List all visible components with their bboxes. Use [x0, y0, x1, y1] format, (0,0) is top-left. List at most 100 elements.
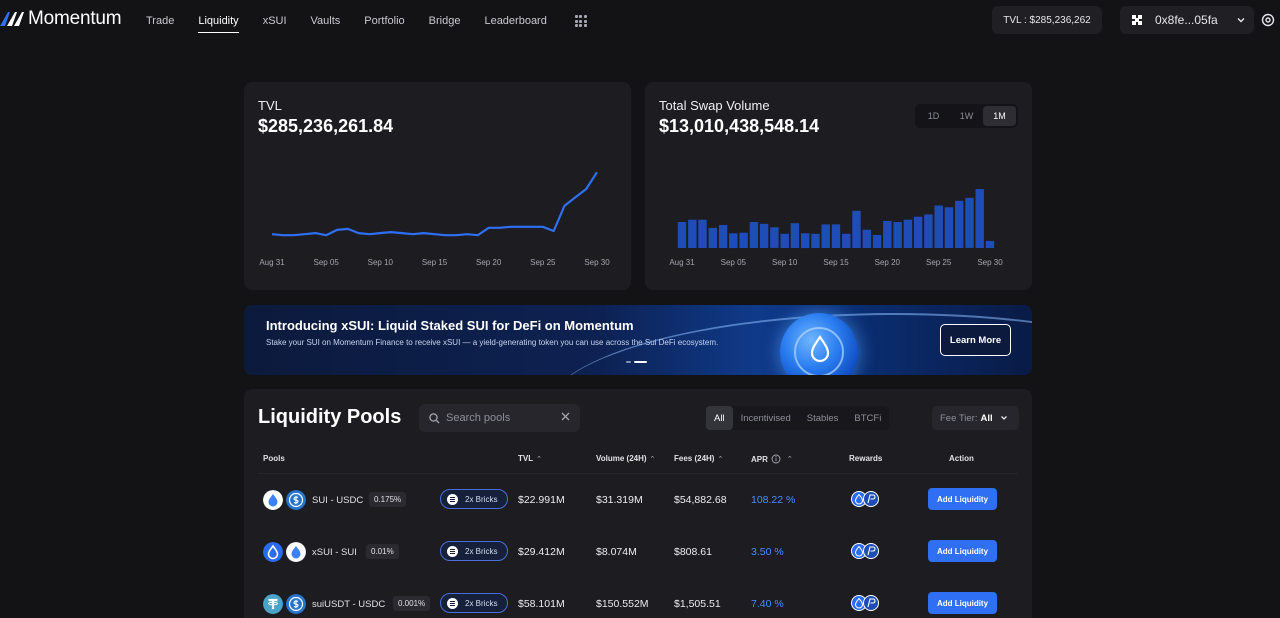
table-row: xSUI - SUI 0.01% 2x Bricks $29.412M $8.074M $…	[244, 526, 1032, 576]
x-tick-label: Sep 30	[584, 258, 610, 267]
volume-bar	[729, 233, 738, 249]
volume-bar	[708, 227, 717, 248]
volume-bar	[862, 229, 871, 248]
volume-bar	[677, 222, 687, 248]
filter-tab-all[interactable]: All	[706, 406, 733, 430]
volume-bar	[852, 210, 861, 248]
bricks-label: 2x Bricks	[465, 494, 498, 504]
volume-bar	[718, 225, 728, 248]
volume-bar	[975, 189, 984, 248]
search-input[interactable]	[446, 412, 556, 424]
filter-tab-stables[interactable]: Stables	[806, 412, 839, 424]
pool-name[interactable]: xSUI - SUI	[312, 547, 357, 558]
pool-name[interactable]: SUI - USDC	[312, 495, 364, 506]
volume-bar	[985, 240, 995, 248]
volume-bar	[903, 219, 913, 248]
sui-drop-icon	[810, 335, 830, 363]
col-tvl[interactable]: TVL ⌃	[518, 454, 542, 463]
tvl-line-chart	[271, 171, 598, 237]
x-tick-label: Sep 15	[421, 258, 448, 267]
usdt-token-icon	[263, 594, 283, 614]
sort-icon: ⌃	[649, 455, 656, 463]
nav-link-trade[interactable]: Trade	[146, 15, 175, 27]
tvl-card-title: TVL	[258, 98, 282, 113]
fee-badge: 0.175%	[369, 492, 407, 507]
bricks-icon	[447, 597, 458, 609]
col-pools: Pools	[263, 454, 285, 463]
volume-bar	[780, 233, 789, 248]
nav-link-portfolio[interactable]: Portfolio	[364, 15, 405, 27]
carousel-dot[interactable]	[626, 361, 631, 363]
volume-bar	[944, 207, 954, 248]
fee-badge: 0.001%	[393, 596, 431, 611]
usdc-token-icon	[286, 594, 306, 614]
x-tick-label: Sep 05	[313, 258, 339, 267]
cell-apr: 7.40 %	[751, 598, 784, 610]
info-icon[interactable]	[771, 454, 781, 464]
sort-icon: ⌃	[717, 455, 724, 463]
volume-bar	[842, 233, 851, 248]
logo[interactable]: Momentum	[0, 8, 122, 30]
range-1m[interactable]: 1M	[983, 106, 1016, 126]
settings-icon[interactable]	[1261, 13, 1275, 27]
rewards-icon	[851, 543, 879, 559]
add-liquidity-button[interactable]: Add Liquidity	[928, 488, 997, 510]
banner-subtitle: Stake your SUI on Momentum Finance to re…	[266, 338, 719, 347]
carousel-dot-active[interactable]	[634, 361, 647, 363]
volume-bar	[831, 224, 841, 248]
cell-tvl: $58.101M	[518, 598, 565, 610]
nav-links: Trade Liquidity xSUI Vaults Portfolio Bridge L…	[146, 0, 587, 42]
swap-card-value: $13,010,438,548.14	[659, 116, 820, 136]
fee-badge: 0.01%	[366, 544, 399, 559]
tvl-card: TVL $285,236,261.84 Aug 31 Sep 05 Sep 10 Se…	[244, 82, 631, 290]
wallet-button[interactable]: 0x8fe...05fa	[1120, 6, 1254, 34]
cell-fees: $54,882.68	[674, 494, 727, 506]
wallet-icon	[1132, 15, 1142, 25]
fee-tier-dropdown[interactable]: Fee Tier: All	[932, 406, 1019, 430]
apps-grid-icon[interactable]	[574, 15, 587, 27]
tvl-series-line	[271, 171, 598, 237]
chevron-down-icon	[1000, 416, 1007, 420]
col-apr[interactable]: APR ⌃	[751, 454, 793, 464]
cell-fees: $808.61	[674, 546, 712, 558]
nav-link-leaderboard[interactable]: Leaderboard	[484, 15, 547, 27]
col-volume[interactable]: Volume (24H) ⌃	[596, 454, 656, 463]
nav-link-xsui[interactable]: xSUI	[262, 15, 287, 27]
x-tick-label: Sep 20	[475, 258, 502, 267]
nav-link-vaults[interactable]: Vaults	[310, 15, 341, 27]
x-tick-label: Sep 15	[823, 258, 849, 267]
close-icon[interactable]	[561, 412, 570, 421]
top-nav: Momentum Trade Liquidity xSUI Vaults Portfol…	[0, 0, 1280, 42]
nav-link-liquidity[interactable]: Liquidity	[198, 11, 240, 33]
sui-token-icon	[263, 490, 283, 510]
pools-title: Liquidity Pools	[258, 406, 402, 428]
x-tick-label: Sep 25	[925, 258, 952, 267]
volume-bar	[698, 219, 707, 248]
x-tick-label: Sep 10	[771, 258, 798, 267]
pool-filter-tabs: All Incentivised Stables BTCFi	[706, 406, 890, 430]
header-divider	[258, 473, 1018, 474]
add-liquidity-button[interactable]: Add Liquidity	[928, 540, 997, 562]
nav-link-bridge[interactable]: Bridge	[428, 15, 461, 27]
range-1w[interactable]: 1W	[959, 111, 974, 121]
filter-tab-btcfi[interactable]: BTCFi	[854, 412, 882, 424]
range-1d[interactable]: 1D	[927, 111, 940, 121]
carousel-dots	[626, 361, 647, 363]
bricks-badge: 2x Bricks	[440, 541, 508, 561]
pool-name[interactable]: suiUSDT - USDC	[312, 599, 386, 610]
learn-more-button[interactable]: Learn More	[940, 324, 1011, 356]
swap-bar-chart	[677, 189, 995, 249]
cell-apr: 3.50 %	[751, 546, 784, 558]
x-tick-label: Aug 31	[259, 258, 285, 267]
bricks-icon	[447, 493, 458, 505]
filter-tab-incentivised[interactable]: Incentivised	[740, 412, 791, 424]
cell-tvl: $29.412M	[518, 546, 565, 558]
col-fees[interactable]: Fees (24H) ⌃	[674, 454, 724, 463]
add-liquidity-button[interactable]: Add Liquidity	[928, 592, 997, 614]
volume-bar	[913, 216, 923, 248]
x-tick-label: Sep 10	[367, 258, 394, 267]
volume-bar	[883, 220, 892, 248]
search-icon	[429, 412, 440, 423]
bricks-label: 2x Bricks	[465, 546, 498, 556]
xsui-token-icon	[263, 542, 283, 562]
